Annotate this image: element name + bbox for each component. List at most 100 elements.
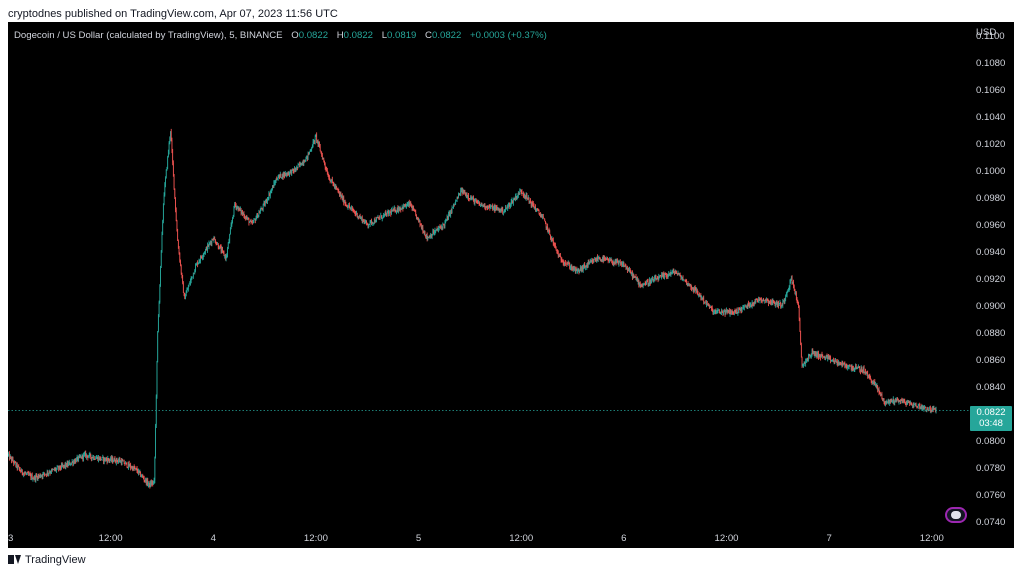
candle-body (482, 205, 484, 206)
candle-body (592, 260, 593, 262)
candle-body (857, 367, 859, 369)
candle-body (573, 266, 575, 271)
candle-body (706, 301, 707, 305)
candle-body (880, 393, 882, 395)
candle-body (829, 357, 831, 358)
candle-body (460, 190, 461, 196)
candle-body (503, 212, 504, 213)
candle-body (746, 305, 747, 308)
us-flag-icon[interactable] (945, 507, 967, 523)
candle-body (222, 250, 224, 253)
candle-body (898, 401, 900, 403)
candle-body (352, 208, 354, 211)
candle-body (216, 244, 218, 245)
y-tick-label: 0.1000 (976, 166, 1005, 177)
candle-body (176, 220, 178, 232)
candle-body (232, 214, 234, 219)
candle-body (632, 272, 633, 278)
candle-body (120, 460, 121, 462)
candle-body (301, 165, 303, 166)
candle-body (714, 310, 716, 312)
candle-body (70, 464, 72, 465)
candle-body (369, 224, 370, 226)
candle-body (125, 462, 126, 465)
candle-body (314, 140, 315, 142)
candle-body (756, 299, 758, 301)
candle-body (290, 170, 292, 175)
candle-body (747, 303, 749, 307)
candle-body (629, 269, 630, 272)
candle-body (715, 310, 717, 313)
symbol-description[interactable]: Dogecoin / US Dollar (calculated by Trad… (14, 30, 283, 41)
candle-body (897, 397, 898, 399)
candle-body (644, 283, 646, 285)
candle-body (372, 222, 374, 224)
candle-body (364, 222, 366, 224)
candle-body (478, 202, 480, 205)
candle-body (885, 400, 887, 404)
tradingview-logo-icon (8, 555, 22, 564)
candle-body (792, 281, 794, 283)
candle-body (766, 299, 767, 302)
candle-body (892, 399, 894, 402)
candle-body (685, 279, 687, 281)
candle-body (782, 301, 784, 306)
candle-body (105, 458, 107, 461)
candle-body (284, 173, 286, 176)
candle-body (568, 263, 570, 265)
candle-body (160, 266, 161, 285)
candlestick-chart[interactable]: 0.1100 0.1080 0.1060 0.1040 0.1020 0.1000 0.09… (8, 22, 1014, 548)
candle-body (786, 291, 788, 295)
candle-body (277, 177, 279, 180)
candle-body (691, 287, 692, 289)
candle-body (559, 255, 561, 256)
candle-body (115, 461, 116, 463)
y-tick-label: 0.1040 (976, 112, 1005, 123)
candle-body (35, 475, 37, 480)
candle-body (128, 463, 129, 468)
candle-body (326, 170, 328, 175)
footer-brand-name: TradingView (25, 554, 86, 566)
candle-body (359, 216, 360, 218)
candle-body (138, 470, 139, 473)
candle-body (378, 217, 380, 219)
candle-body (187, 286, 189, 290)
candle-body (68, 462, 70, 464)
candle-body (267, 199, 268, 202)
candle-body (808, 354, 810, 356)
axis-currency-label[interactable]: USD (976, 27, 997, 38)
candle-body (63, 464, 65, 466)
candle-body (795, 292, 796, 294)
candle-body (523, 193, 524, 196)
candle-body (604, 258, 606, 260)
candle-body (137, 471, 139, 473)
candle-body (181, 273, 183, 277)
candle-body (627, 268, 628, 271)
candle-body (642, 285, 643, 287)
candle-body (428, 237, 429, 239)
candle-body (660, 275, 662, 278)
candle-body (414, 210, 416, 212)
candle-body (191, 276, 193, 279)
candle-body (45, 473, 47, 475)
candle-body (68, 463, 69, 466)
candle-body (26, 472, 28, 474)
candle-body (83, 454, 84, 459)
candle-body (536, 209, 538, 210)
candle-body (920, 406, 921, 408)
candle-body (324, 164, 326, 167)
candle-body (150, 482, 152, 485)
candle-body (154, 457, 156, 481)
candle-body (299, 164, 300, 165)
candle-body (778, 303, 780, 306)
candle-body (597, 258, 599, 260)
candle-body (534, 207, 536, 209)
candle-body (823, 356, 825, 358)
candle-body (466, 194, 468, 197)
candle-body (613, 262, 615, 264)
candle-body (518, 192, 519, 196)
candle-body (457, 197, 459, 199)
chart-area[interactable]: 0.1100 0.1080 0.1060 0.1040 0.1020 0.1000 0.09… (8, 22, 1014, 548)
candle-body (760, 298, 762, 300)
candle-body (698, 294, 700, 296)
